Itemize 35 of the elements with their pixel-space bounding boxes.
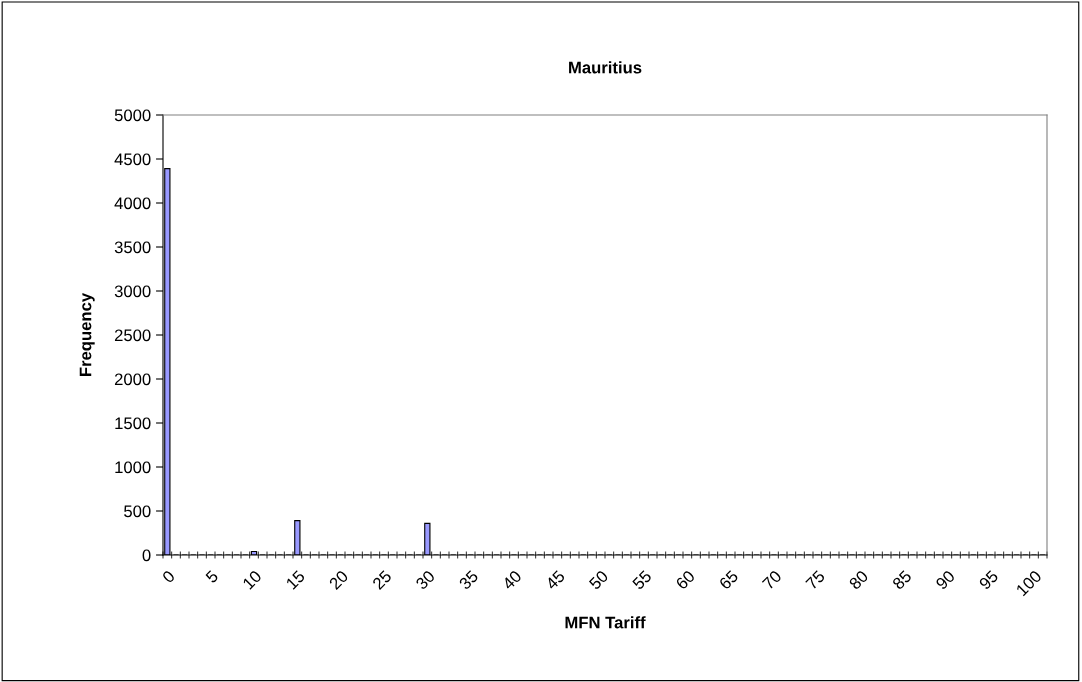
x-tick-label: 20	[328, 569, 349, 591]
x-tick-label: 55	[631, 569, 653, 591]
y-tick-label: 5000	[114, 109, 151, 122]
x-tick-label: 70	[761, 569, 783, 591]
x-tick-label: 45	[544, 569, 566, 591]
x-tick-label: 85	[891, 569, 913, 591]
y-tick-label: 4000	[114, 197, 151, 210]
x-tick-label: 60	[675, 569, 696, 591]
x-tick-label: 30	[414, 569, 436, 591]
y-tick-label: 0	[142, 549, 151, 562]
x-tick-label: 35	[458, 569, 479, 591]
x-tick-label: 5	[205, 569, 219, 584]
x-tick-label: 50	[588, 569, 609, 591]
y-tick-label: 3000	[114, 285, 151, 298]
x-tick-label: 0	[161, 569, 176, 584]
x-tick-label: 95	[978, 569, 999, 591]
y-tick-label: 2500	[114, 329, 151, 342]
y-tick-label: 4500	[114, 153, 151, 166]
x-tick-label: 90	[935, 569, 956, 591]
x-tick-label: 65	[718, 569, 739, 591]
x-tick-label: 100	[1015, 569, 1043, 597]
x-tick-label: 40	[501, 569, 523, 591]
y-tick-label: 1500	[115, 417, 151, 430]
x-tick-label: 80	[848, 569, 869, 591]
x-tick-label: 15	[285, 569, 306, 590]
x-axis-title: MFN Tariff	[565, 616, 646, 629]
y-tick-label: 500	[124, 505, 151, 518]
x-tick-label: 75	[805, 569, 826, 591]
x-tick-label: 10	[242, 569, 263, 590]
y-tick-label: 2000	[114, 373, 151, 386]
chart-title: Mauritius	[569, 61, 642, 74]
y-tick-label: 3500	[114, 241, 151, 254]
x-tick-label: 25	[371, 569, 393, 591]
y-tick-label: 1000	[115, 461, 151, 474]
y-axis-title: Frequency	[79, 292, 95, 377]
